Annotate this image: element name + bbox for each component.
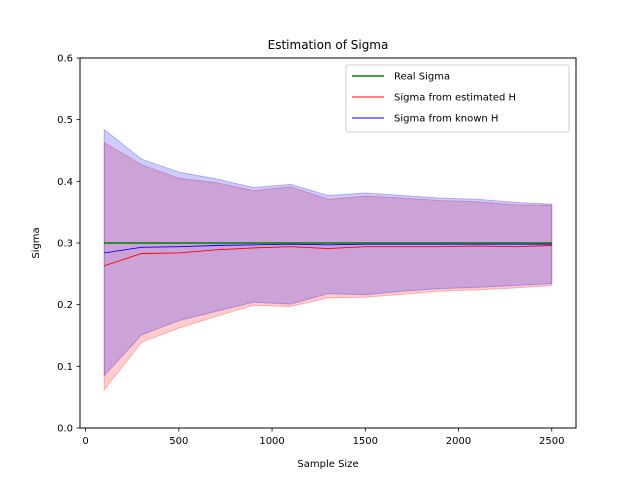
y-tick-label: 0.1 [57, 362, 73, 373]
y-axis-label: Sigma [31, 227, 42, 258]
legend-box [345, 64, 570, 133]
line-series-1 [104, 245, 552, 267]
series-lines [104, 242, 552, 267]
x-tick-label: 500 [169, 436, 188, 447]
legend-label: Sigma from known H [394, 114, 498, 125]
y-tick-label: 0.5 [57, 115, 73, 126]
line-series-2 [104, 243, 552, 254]
confidence-bands [103, 128, 553, 392]
x-tick-label: 1000 [259, 436, 284, 447]
band-series-1 [103, 141, 553, 392]
x-axis-ticks: 0 500 1000 1500 2000 2500 [82, 428, 564, 447]
legend: Real Sigma Sigma from estimated H Sigma fr… [345, 64, 570, 133]
x-tick-label: 1500 [353, 436, 378, 447]
y-tick-label: 0.2 [57, 300, 73, 311]
y-tick-label: 0.3 [57, 239, 73, 250]
chart-title: Estimation of Sigma [268, 38, 389, 52]
y-tick-label: 0.4 [57, 177, 73, 188]
x-tick-label: 2000 [446, 436, 471, 447]
y-axis-ticks: 0.0 0.1 0.2 0.3 0.4 0.5 0.6 [57, 54, 80, 435]
x-axis-label: Sample Size [297, 459, 358, 470]
band-series-2 [103, 128, 553, 377]
legend-label: Sigma from estimated H [394, 93, 516, 104]
y-tick-label: 0.0 [57, 424, 73, 435]
x-tick-label: 0 [82, 436, 88, 447]
legend-label: Real Sigma [394, 72, 450, 83]
x-tick-label: 2500 [539, 436, 564, 447]
y-tick-label: 0.6 [57, 54, 73, 65]
